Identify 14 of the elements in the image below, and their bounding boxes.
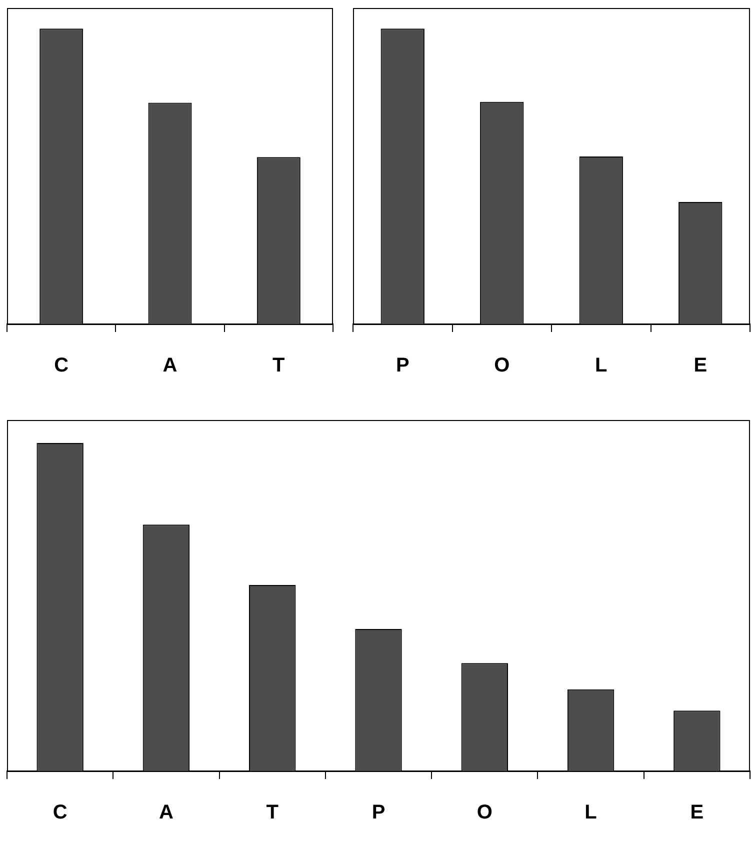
x-tick-label: L (595, 354, 608, 377)
x-tick-label: T (266, 802, 278, 824)
x-tick-label: E (690, 802, 704, 824)
x-tick-label: T (272, 354, 285, 377)
x-tick-label: O (494, 354, 510, 377)
x-tick-label: L (584, 802, 597, 824)
x-tick-label: A (162, 354, 178, 377)
x-tick-label: E (694, 354, 708, 377)
x-tick-label: P (372, 802, 386, 824)
x-tick-label: P (396, 354, 410, 377)
x-tick-label: A (158, 802, 174, 824)
x-tick-label: O (476, 802, 492, 824)
x-tick-label: C (52, 802, 68, 824)
x-tick-label: C (54, 354, 69, 377)
